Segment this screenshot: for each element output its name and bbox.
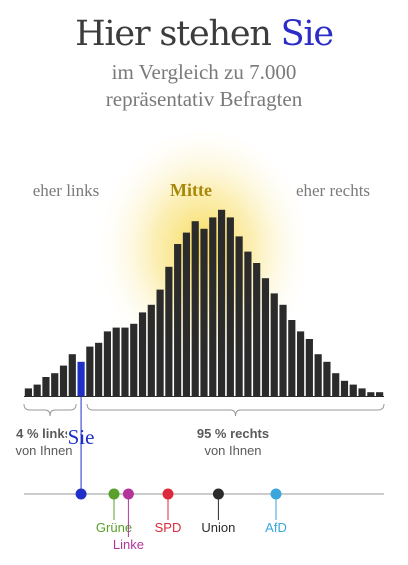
right-summary-line1: 95 % rechts <box>197 426 269 441</box>
bar <box>112 327 120 396</box>
bar <box>279 304 287 396</box>
right-summary-line2: von Ihnen <box>204 443 261 458</box>
region-label-right: eher rechts <box>296 181 370 200</box>
bar <box>209 217 217 396</box>
bar <box>367 392 375 396</box>
bar <box>288 320 296 396</box>
region-label-center: Mitte <box>170 180 212 200</box>
bar <box>33 384 41 396</box>
bar <box>103 331 112 396</box>
bar <box>358 388 366 396</box>
bar <box>191 221 199 396</box>
bar <box>261 278 270 396</box>
bar <box>121 327 129 396</box>
region-label-left: eher links <box>33 181 100 200</box>
bar <box>59 365 68 396</box>
user-dot <box>75 488 87 500</box>
bar <box>323 361 331 396</box>
party-dot-gr-ne <box>108 488 120 500</box>
bar <box>95 342 103 396</box>
user-bar <box>77 361 85 396</box>
party-dot-spd <box>162 488 174 500</box>
bar <box>42 377 50 396</box>
title-highlight: Sie <box>280 14 335 54</box>
party-label-linke: Linke <box>113 537 144 552</box>
bar <box>174 244 182 396</box>
bar <box>86 346 94 396</box>
left-summary-line2: von Ihnen <box>15 443 72 458</box>
bar <box>235 236 243 396</box>
page-title: Hier stehen Sie <box>0 14 408 54</box>
bar <box>130 323 138 396</box>
party-label-gr-ne: Grüne <box>96 520 132 535</box>
bar <box>138 312 147 396</box>
subtitle-line-1: im Vergleich zu 7.000 <box>111 60 297 84</box>
bar <box>182 232 191 396</box>
bar <box>349 384 357 396</box>
left-summary-line1: 4 % links <box>16 426 72 441</box>
party-dot-afd <box>270 488 282 500</box>
bar <box>296 331 305 396</box>
bar <box>376 392 384 396</box>
bar <box>156 289 164 396</box>
bar <box>314 354 322 396</box>
bar <box>253 263 261 396</box>
bar <box>244 251 252 396</box>
bar <box>226 217 234 396</box>
left-bracket <box>23 403 77 417</box>
bar <box>340 380 349 396</box>
bar <box>270 293 278 396</box>
bar <box>305 339 313 396</box>
subtitle-line-2: repräsentativ Befragten <box>105 87 303 111</box>
title-main: Hier stehen <box>75 14 281 54</box>
party-dot-union <box>212 488 224 500</box>
bar <box>68 354 76 396</box>
party-dot-linke <box>122 488 134 500</box>
bar <box>24 388 32 396</box>
party-label-afd: AfD <box>265 520 287 535</box>
bar <box>147 304 155 396</box>
bar <box>200 228 208 396</box>
bar <box>51 373 59 396</box>
party-label-spd: SPD <box>155 520 182 535</box>
bar <box>332 373 340 396</box>
bar <box>217 209 226 396</box>
party-label-union: Union <box>201 520 235 535</box>
right-bracket <box>86 403 385 417</box>
bar <box>165 266 173 396</box>
